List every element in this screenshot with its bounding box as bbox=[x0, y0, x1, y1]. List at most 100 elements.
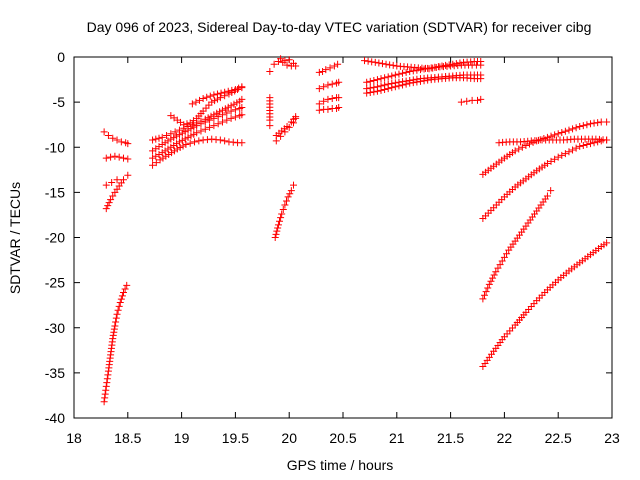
data-point bbox=[213, 90, 221, 98]
data-point bbox=[273, 227, 281, 235]
data-point bbox=[102, 386, 110, 394]
data-point bbox=[175, 126, 183, 134]
data-point bbox=[364, 57, 372, 65]
data-point bbox=[162, 152, 170, 160]
x-axis-title: GPS time / hours bbox=[287, 457, 394, 473]
x-tick-label: 20 bbox=[281, 430, 297, 446]
data-point bbox=[529, 138, 537, 146]
data-point bbox=[494, 264, 502, 272]
data-point bbox=[320, 97, 328, 105]
data-point bbox=[193, 129, 201, 137]
data-point bbox=[221, 137, 229, 145]
data-point bbox=[287, 187, 295, 195]
data-point bbox=[109, 192, 117, 200]
y-axis-title: SDTVAR / TECUs bbox=[7, 182, 23, 294]
data-point bbox=[266, 67, 274, 75]
data-point bbox=[522, 141, 530, 149]
data-point bbox=[368, 58, 376, 66]
series-arc-30 bbox=[479, 136, 611, 223]
data-point bbox=[276, 217, 284, 225]
data-point bbox=[381, 74, 389, 82]
data-point bbox=[238, 95, 246, 103]
data-point bbox=[201, 125, 209, 133]
data-point bbox=[558, 129, 566, 137]
data-point bbox=[409, 79, 417, 87]
data-point bbox=[206, 92, 214, 100]
data-point bbox=[597, 137, 605, 145]
data-point bbox=[402, 68, 410, 76]
data-point bbox=[208, 98, 216, 106]
y-tick-label: 0 bbox=[57, 49, 65, 65]
series-arc-5 bbox=[100, 128, 132, 148]
series-arc-18 bbox=[266, 67, 274, 75]
data-point bbox=[110, 325, 118, 333]
data-point bbox=[184, 133, 192, 141]
data-point bbox=[484, 284, 492, 292]
data-point bbox=[375, 59, 383, 67]
data-point bbox=[158, 149, 166, 157]
data-point bbox=[569, 146, 577, 154]
data-point bbox=[270, 60, 278, 68]
data-point bbox=[324, 81, 332, 89]
data-point bbox=[335, 104, 343, 112]
data-point bbox=[395, 82, 403, 90]
series-arc-24 bbox=[363, 58, 485, 86]
data-point bbox=[266, 122, 274, 130]
data-point bbox=[315, 106, 323, 114]
data-point bbox=[104, 132, 112, 140]
data-point bbox=[170, 134, 178, 142]
data-point bbox=[315, 68, 323, 76]
data-point bbox=[187, 132, 195, 140]
data-point bbox=[547, 157, 555, 165]
data-point bbox=[111, 152, 119, 160]
data-point bbox=[118, 292, 126, 300]
data-point bbox=[424, 76, 432, 84]
data-point bbox=[315, 100, 323, 108]
data-point bbox=[498, 257, 506, 265]
data-point bbox=[569, 125, 577, 133]
data-point bbox=[594, 119, 602, 127]
y-tick-label: -35 bbox=[45, 365, 65, 381]
data-point bbox=[238, 111, 246, 119]
data-point bbox=[113, 176, 121, 184]
data-point bbox=[590, 139, 598, 147]
data-point bbox=[457, 98, 465, 106]
data-point bbox=[551, 131, 559, 139]
data-point bbox=[603, 136, 611, 144]
data-point bbox=[283, 197, 291, 205]
data-point bbox=[196, 96, 204, 104]
data-point bbox=[228, 86, 236, 94]
data-point bbox=[322, 66, 330, 74]
data-point bbox=[183, 120, 191, 128]
data-point bbox=[449, 60, 457, 68]
data-point bbox=[192, 98, 200, 106]
data-point bbox=[165, 150, 173, 158]
data-point bbox=[218, 118, 226, 126]
data-point bbox=[335, 78, 343, 86]
data-point bbox=[416, 77, 424, 85]
data-point bbox=[202, 104, 210, 112]
data-point bbox=[586, 120, 594, 128]
data-point bbox=[102, 205, 110, 213]
data-point bbox=[115, 302, 123, 310]
series-arc-27 bbox=[457, 95, 485, 106]
series-arc-12 bbox=[266, 94, 274, 130]
data-point bbox=[205, 101, 213, 109]
data-point bbox=[173, 132, 181, 140]
data-point bbox=[233, 99, 241, 107]
data-point bbox=[168, 149, 176, 157]
data-point bbox=[388, 84, 396, 92]
data-point bbox=[420, 65, 428, 73]
data-point bbox=[274, 221, 282, 229]
data-point bbox=[171, 128, 179, 136]
data-point bbox=[274, 224, 282, 232]
data-point bbox=[164, 145, 172, 153]
data-point bbox=[167, 143, 175, 151]
data-point bbox=[124, 140, 132, 148]
data-point bbox=[281, 57, 289, 65]
data-point bbox=[278, 210, 286, 218]
data-point bbox=[214, 120, 222, 128]
data-point bbox=[281, 201, 289, 209]
series-arc-3 bbox=[102, 176, 121, 189]
